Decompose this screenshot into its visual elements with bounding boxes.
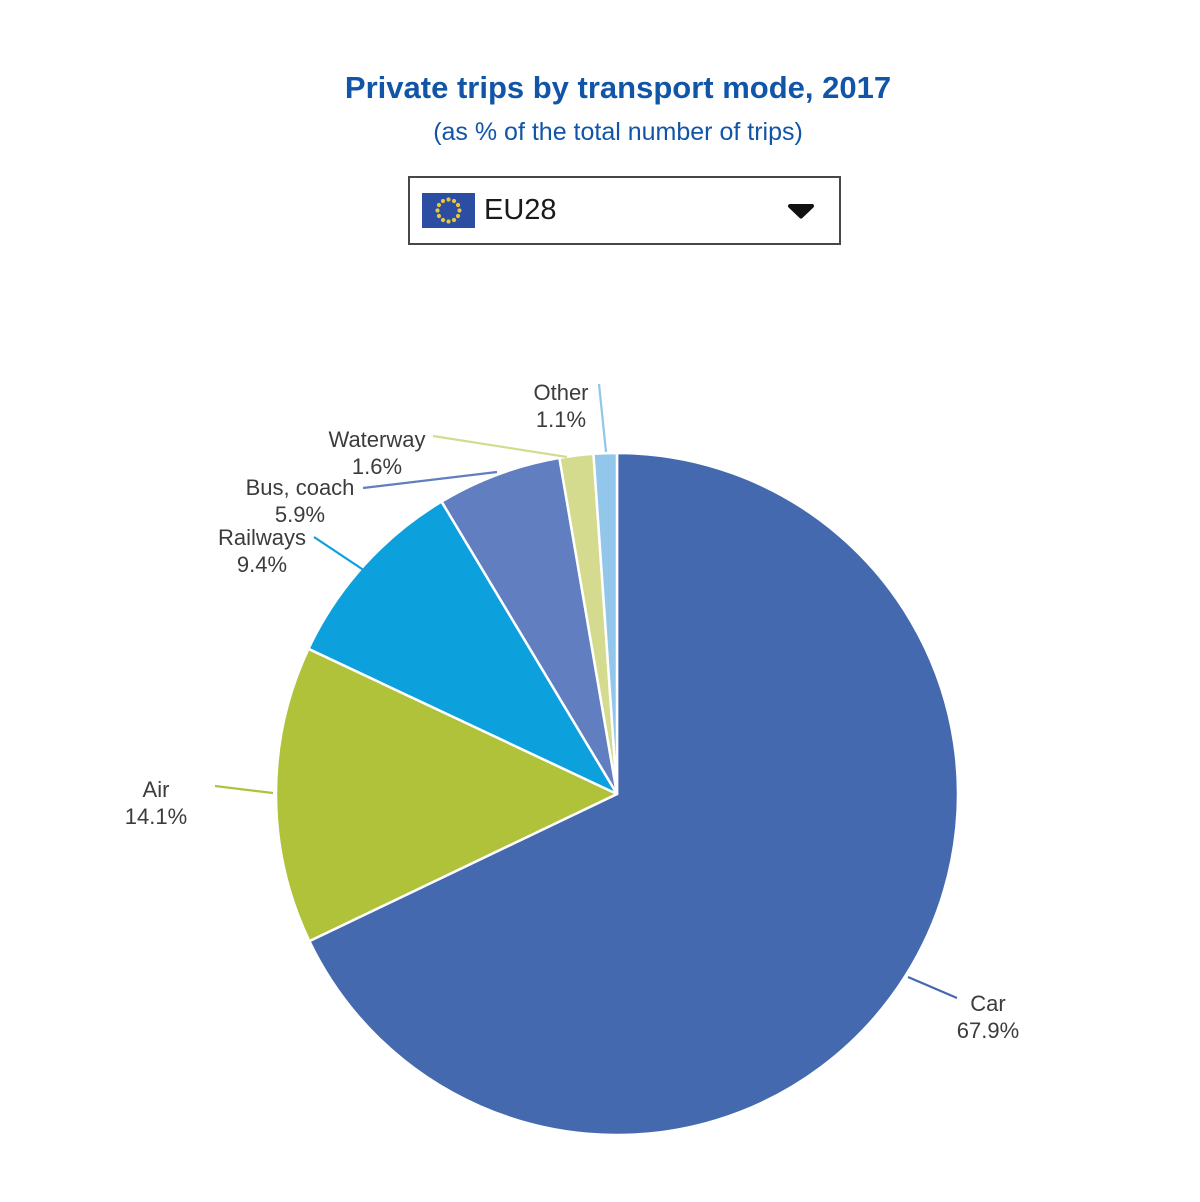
slice-label-other-name: Other — [533, 380, 588, 405]
leader-line-car — [907, 975, 958, 1000]
pie-slice-air[interactable] — [274, 647, 619, 943]
leader-line-bus-coach — [362, 470, 498, 490]
slice-label-other-value: 1.1% — [536, 407, 586, 432]
slice-label-air-value: 14.1% — [125, 804, 187, 829]
slice-label-railways-name: Railways — [218, 525, 306, 550]
page-title: Private trips by transport mode, 2017 — [344, 70, 892, 105]
slice-label-waterway-name: Waterway — [329, 427, 426, 452]
geo-selector[interactable]: EU28 — [408, 176, 841, 245]
eu-flag-icon — [422, 193, 475, 228]
slice-label-car-name: Car — [970, 991, 1005, 1016]
page-subtitle: (as % of the total number of trips) — [433, 118, 803, 146]
leader-line-railways — [313, 536, 369, 574]
leader-line-waterway — [432, 434, 568, 459]
pie-slice-car[interactable] — [308, 451, 960, 1137]
slice-label-bus-coach-value: 5.9% — [275, 502, 325, 527]
leader-line-other — [597, 383, 608, 453]
chevron-down-icon — [787, 203, 815, 219]
leader-line-air — [214, 784, 274, 795]
slice-label-car-value: 67.9% — [957, 1018, 1019, 1043]
pie-slice-railways[interactable] — [307, 500, 619, 796]
slice-label-bus-coach-name: Bus, coach — [246, 475, 355, 500]
geo-selector-value: EU28 — [484, 194, 557, 226]
slice-label-air-name: Air — [143, 777, 170, 802]
pie-slice-other[interactable] — [592, 451, 619, 796]
slice-label-railways-value: 9.4% — [237, 552, 287, 577]
slice-label-waterway-value: 1.6% — [352, 454, 402, 479]
